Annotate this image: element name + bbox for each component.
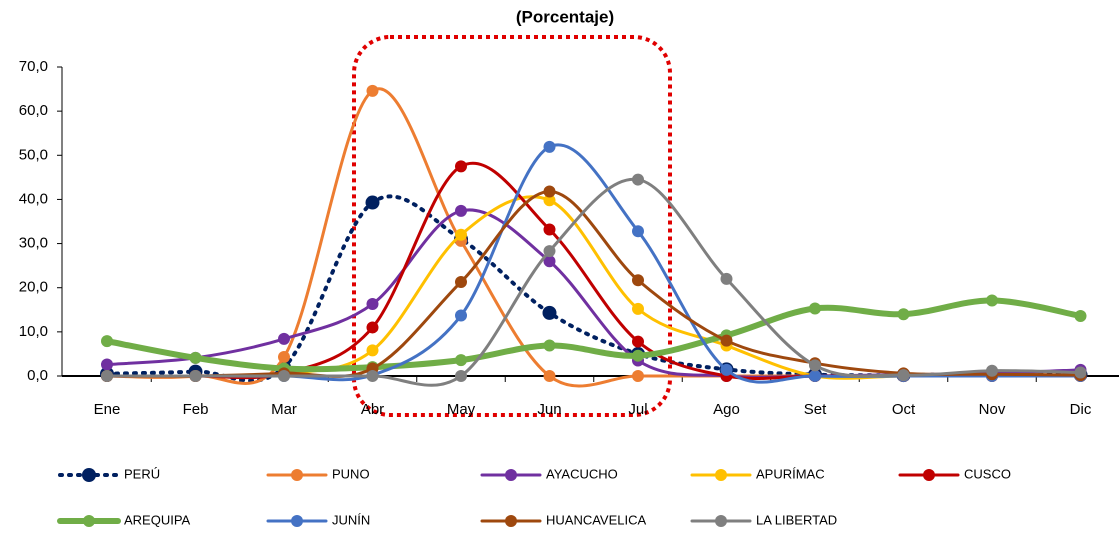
legend-marker bbox=[923, 469, 935, 481]
x-tick-label: Ago bbox=[713, 401, 740, 418]
series-marker bbox=[455, 370, 467, 382]
series-marker bbox=[632, 335, 644, 348]
legend-marker bbox=[715, 515, 727, 527]
series-marker bbox=[278, 332, 290, 345]
series-marker bbox=[632, 173, 644, 186]
series-marker bbox=[986, 364, 998, 377]
series-marker bbox=[543, 140, 556, 153]
series-marker bbox=[455, 275, 467, 288]
legend-label: HUANCAVELICA bbox=[546, 512, 647, 527]
series-marker bbox=[366, 298, 379, 311]
y-tick-label: 20,0 bbox=[19, 279, 48, 296]
x-tick-label: May bbox=[447, 401, 476, 418]
series-line bbox=[104, 297, 1084, 373]
series-marker bbox=[543, 255, 556, 268]
series-marker bbox=[366, 84, 379, 97]
series-marker bbox=[632, 349, 644, 362]
series-marker bbox=[543, 194, 556, 207]
x-tick-label: Jul bbox=[628, 401, 647, 418]
series-marker bbox=[542, 305, 557, 320]
series-marker bbox=[632, 370, 644, 382]
legend-marker bbox=[83, 515, 95, 527]
series-marker bbox=[986, 294, 998, 307]
series-marker bbox=[1074, 366, 1087, 379]
series-marker bbox=[278, 370, 290, 382]
series-marker bbox=[366, 321, 379, 334]
series-marker bbox=[809, 359, 821, 372]
x-tick-label: Feb bbox=[183, 401, 209, 418]
series-marker bbox=[455, 309, 467, 322]
series-marker bbox=[720, 363, 733, 376]
series-marker bbox=[809, 370, 821, 382]
series-marker bbox=[720, 272, 733, 285]
series-marker bbox=[543, 223, 556, 236]
series-marker bbox=[897, 308, 910, 321]
series-marker bbox=[543, 339, 556, 352]
legend-label: CUSCO bbox=[964, 466, 1011, 481]
series-marker bbox=[632, 225, 644, 238]
series-marker bbox=[720, 334, 733, 347]
legend-label: LA LIBERTAD bbox=[756, 512, 837, 527]
legend-label: APURÍMAC bbox=[756, 466, 825, 481]
y-tick-label: 70,0 bbox=[19, 58, 48, 75]
y-tick-label: 50,0 bbox=[19, 146, 48, 163]
x-tick-label: Jun bbox=[537, 401, 561, 418]
series-line bbox=[105, 177, 1082, 387]
series-marker bbox=[455, 160, 467, 173]
series-marker bbox=[543, 370, 556, 382]
y-tick-label: 40,0 bbox=[19, 190, 48, 207]
series-marker bbox=[543, 245, 556, 258]
y-tick-label: 60,0 bbox=[19, 102, 48, 119]
series-marker bbox=[101, 370, 113, 382]
legend-marker bbox=[291, 469, 303, 481]
series-marker bbox=[897, 369, 910, 382]
series-marker bbox=[189, 370, 202, 382]
y-tick-label: 0,0 bbox=[27, 367, 48, 384]
legend-marker bbox=[82, 468, 96, 482]
x-tick-label: Oct bbox=[892, 401, 916, 418]
series-marker bbox=[455, 354, 467, 367]
series-marker bbox=[455, 228, 467, 241]
series-marker bbox=[101, 358, 113, 371]
series-marker bbox=[455, 204, 467, 217]
series-marker bbox=[278, 351, 290, 364]
x-tick-label: Nov bbox=[979, 401, 1006, 418]
y-tick-label: 30,0 bbox=[19, 235, 48, 252]
x-tick-label: Ene bbox=[94, 401, 121, 418]
series-marker bbox=[366, 370, 379, 382]
legend-label: JUNÍN bbox=[332, 512, 370, 527]
x-tick-label: Mar bbox=[271, 401, 297, 418]
series-marker bbox=[543, 185, 556, 198]
x-tick-label: Abr bbox=[361, 401, 384, 418]
series-marker bbox=[101, 335, 113, 348]
series-marker bbox=[366, 344, 379, 357]
series-marker bbox=[1074, 309, 1087, 322]
legend-label: PERÚ bbox=[124, 466, 160, 481]
series-marker bbox=[809, 302, 821, 315]
legend-marker bbox=[291, 515, 303, 527]
legend-label: AREQUIPA bbox=[124, 512, 191, 527]
series-marker bbox=[632, 274, 644, 287]
highlight-box bbox=[352, 35, 672, 417]
series-line bbox=[105, 87, 1082, 388]
chart-title: (Porcentaje) bbox=[516, 7, 614, 26]
series-marker bbox=[365, 195, 380, 210]
x-tick-label: Set bbox=[804, 401, 827, 418]
legend-label: PUNO bbox=[332, 466, 370, 481]
legend-marker bbox=[715, 469, 727, 481]
x-tick-label: Dic bbox=[1070, 401, 1092, 418]
y-tick-label: 10,0 bbox=[19, 323, 48, 340]
series-marker bbox=[189, 351, 202, 364]
series-marker bbox=[632, 302, 644, 315]
legend-label: AYACUCHO bbox=[546, 466, 618, 481]
legend-marker bbox=[505, 515, 517, 527]
legend-marker bbox=[505, 469, 517, 481]
